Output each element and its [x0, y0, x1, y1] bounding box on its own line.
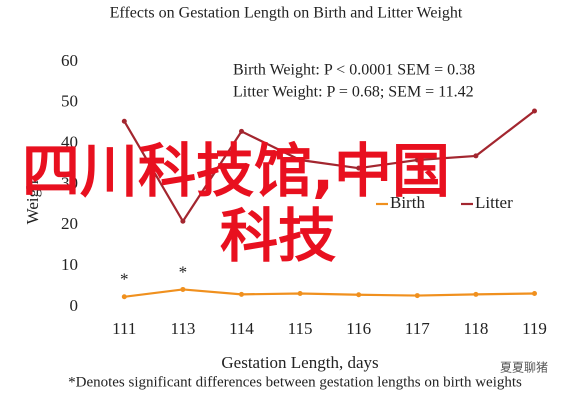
- series-line: [123, 110, 536, 224]
- y-axis-label: Weight: [23, 175, 42, 224]
- point: [180, 286, 186, 292]
- x-tick-label: 113: [170, 319, 195, 338]
- point: [356, 165, 362, 171]
- watermark: 夏夏聊猪: [500, 361, 548, 375]
- y-tick-label: 50: [61, 92, 78, 111]
- x-tick-label: 118: [463, 319, 488, 338]
- y-tick-label: 0: [70, 296, 79, 315]
- overlay-text: 四川科技馆,中国: [22, 137, 450, 205]
- y-tick-label: 10: [61, 255, 78, 274]
- point: [414, 293, 420, 299]
- annotation: Birth Weight: P < 0.0001 SEM = 0.38: [233, 62, 475, 79]
- chart-title: Effects on Gestation Length on Birth and…: [110, 5, 463, 22]
- series-line: [124, 288, 535, 298]
- significance-mark: *: [179, 262, 188, 281]
- point: [532, 291, 537, 297]
- point: [532, 108, 537, 114]
- point: [473, 291, 479, 297]
- point: [473, 153, 479, 159]
- point: [239, 128, 244, 134]
- point: [180, 218, 186, 224]
- point: [414, 157, 420, 163]
- x-tick-label: 117: [405, 319, 430, 338]
- annotation: Litter Weight: P = 0.68; SEM = 11.42: [233, 84, 474, 101]
- x-axis-label: Gestation Length, days: [221, 353, 378, 372]
- legend-label: Birth: [390, 193, 425, 212]
- y-tick-label: 30: [61, 173, 78, 192]
- point: [356, 292, 362, 298]
- point: [121, 118, 127, 124]
- point: [121, 294, 127, 300]
- significance-mark: *: [120, 270, 129, 289]
- point: [297, 291, 303, 297]
- overlay-text: 科技: [220, 202, 336, 270]
- x-tick-label: 119: [522, 319, 547, 338]
- point: [239, 291, 244, 297]
- x-tick-label: 114: [229, 319, 254, 338]
- legend-label: Litter: [475, 193, 513, 212]
- y-tick-label: 40: [61, 133, 78, 152]
- y-tick-label: 20: [61, 214, 78, 233]
- footnote: *Denotes significant differences between…: [68, 374, 522, 390]
- point: [297, 157, 303, 163]
- x-tick-label: 116: [346, 319, 371, 338]
- x-tick-label: 115: [288, 319, 313, 338]
- x-tick-label: 111: [112, 319, 136, 338]
- y-tick-label: 60: [61, 51, 78, 70]
